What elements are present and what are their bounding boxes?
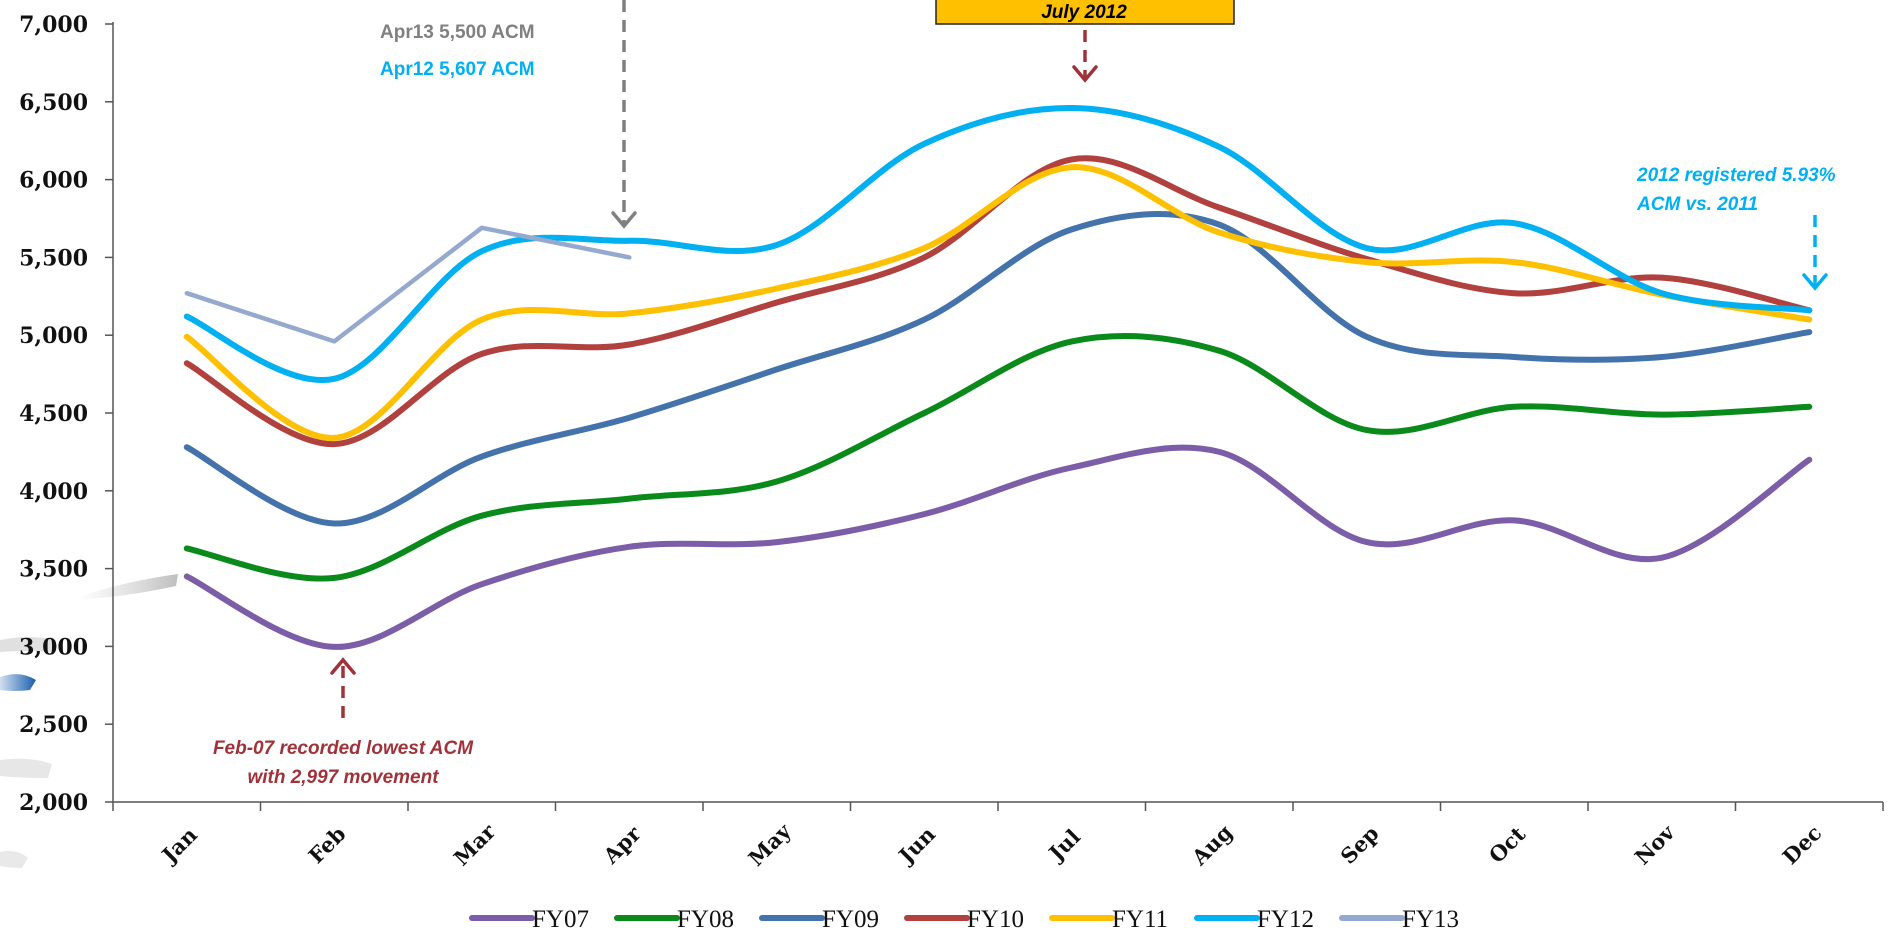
y-tick-label: 2,500 (19, 712, 88, 738)
y-tick-label: 3,500 (19, 557, 88, 583)
annotations: Apr13 5,500 ACM Apr12 5,607 ACM July 2012 2… (213, 0, 1836, 788)
legend-label: FY13 (1402, 906, 1459, 933)
legend: FY07 FY08 FY09 FY10 FY11 FY12 FY13 (469, 906, 1459, 933)
series-lines (183, 104, 1813, 650)
legend-item-fy08: FY08 (614, 906, 734, 933)
annotation-feb07-lowest-text: Feb-07 recorded lowest ACM (213, 738, 474, 759)
series-line-fy13 (184, 225, 632, 344)
x-tick-label: Jan (155, 822, 202, 869)
legend-label: FY07 (532, 906, 589, 933)
legend-label: FY08 (677, 906, 734, 933)
decorative-brush-strokes (0, 574, 178, 868)
annotation-apr13-text: Apr13 5,500 ACM (380, 22, 535, 43)
legend-item-fy10: FY10 (904, 906, 1024, 933)
axes: 2,000 2,500 3,000 3,500 4,000 4,500 5,000 5,500… (19, 12, 1884, 871)
legend-item-fy12: FY12 (1194, 906, 1314, 933)
series-line-fy09 (183, 211, 1813, 527)
y-tick-label: 6,500 (19, 90, 88, 116)
legend-label: FY09 (822, 906, 879, 933)
x-tick-label: Oct (1484, 821, 1531, 868)
arrow-feb07 (330, 657, 356, 718)
annotation-box (935, 0, 1235, 25)
y-tick-label: 5,500 (19, 245, 88, 271)
legend-label: FY10 (967, 906, 1024, 933)
y-tick-label: 7,000 (19, 12, 88, 38)
annotation-apr12-text: Apr12 5,607 ACM (380, 59, 535, 80)
series-line-fy08 (183, 332, 1813, 582)
x-tick-label: May (743, 818, 796, 871)
arrow-july-2012 (1072, 30, 1098, 83)
legend-item-fy07: FY07 (469, 906, 589, 933)
legend-item-fy11: FY11 (1049, 906, 1168, 933)
legend-label: FY11 (1112, 906, 1168, 933)
y-tick-label: 4,000 (19, 479, 88, 505)
series-line-fy11 (183, 164, 1813, 441)
legend-item-fy09: FY09 (759, 906, 879, 933)
x-tick-label: Mar (449, 818, 501, 870)
series-line-fy07 (183, 444, 1813, 650)
x-tick-label: Jun (892, 822, 940, 870)
y-tick-label: 2,000 (19, 790, 88, 816)
x-tick-label: Aug (1186, 819, 1237, 870)
arrow-2012-growth (1802, 215, 1828, 291)
series-line-fy12 (183, 104, 1813, 384)
x-tick-label: Nov (1630, 819, 1680, 869)
annotation-july-2012-text: July 2012 (1041, 2, 1127, 23)
annotation-feb07-lowest-text: with 2,997 movement (247, 767, 439, 788)
annotation-2012-growth-text: ACM vs. 2011 (1636, 194, 1758, 215)
x-tick-label: Dec (1777, 820, 1826, 869)
x-tick-label: Apr (598, 820, 647, 869)
y-tick-label: 3,000 (19, 634, 88, 660)
x-tick-label: Jul (1042, 824, 1085, 867)
x-tick-label: Sep (1335, 821, 1383, 869)
annotation-2012-growth-text: 2012 registered 5.93% (1636, 165, 1836, 186)
arrow-apr13 (611, 0, 637, 229)
x-tick-label: Feb (303, 821, 350, 868)
y-tick-label: 6,000 (19, 168, 88, 194)
legend-item-fy13: FY13 (1339, 906, 1459, 933)
legend-label: FY12 (1257, 906, 1314, 933)
y-tick-label: 5,000 (19, 323, 88, 349)
y-tick-label: 4,500 (19, 401, 88, 427)
